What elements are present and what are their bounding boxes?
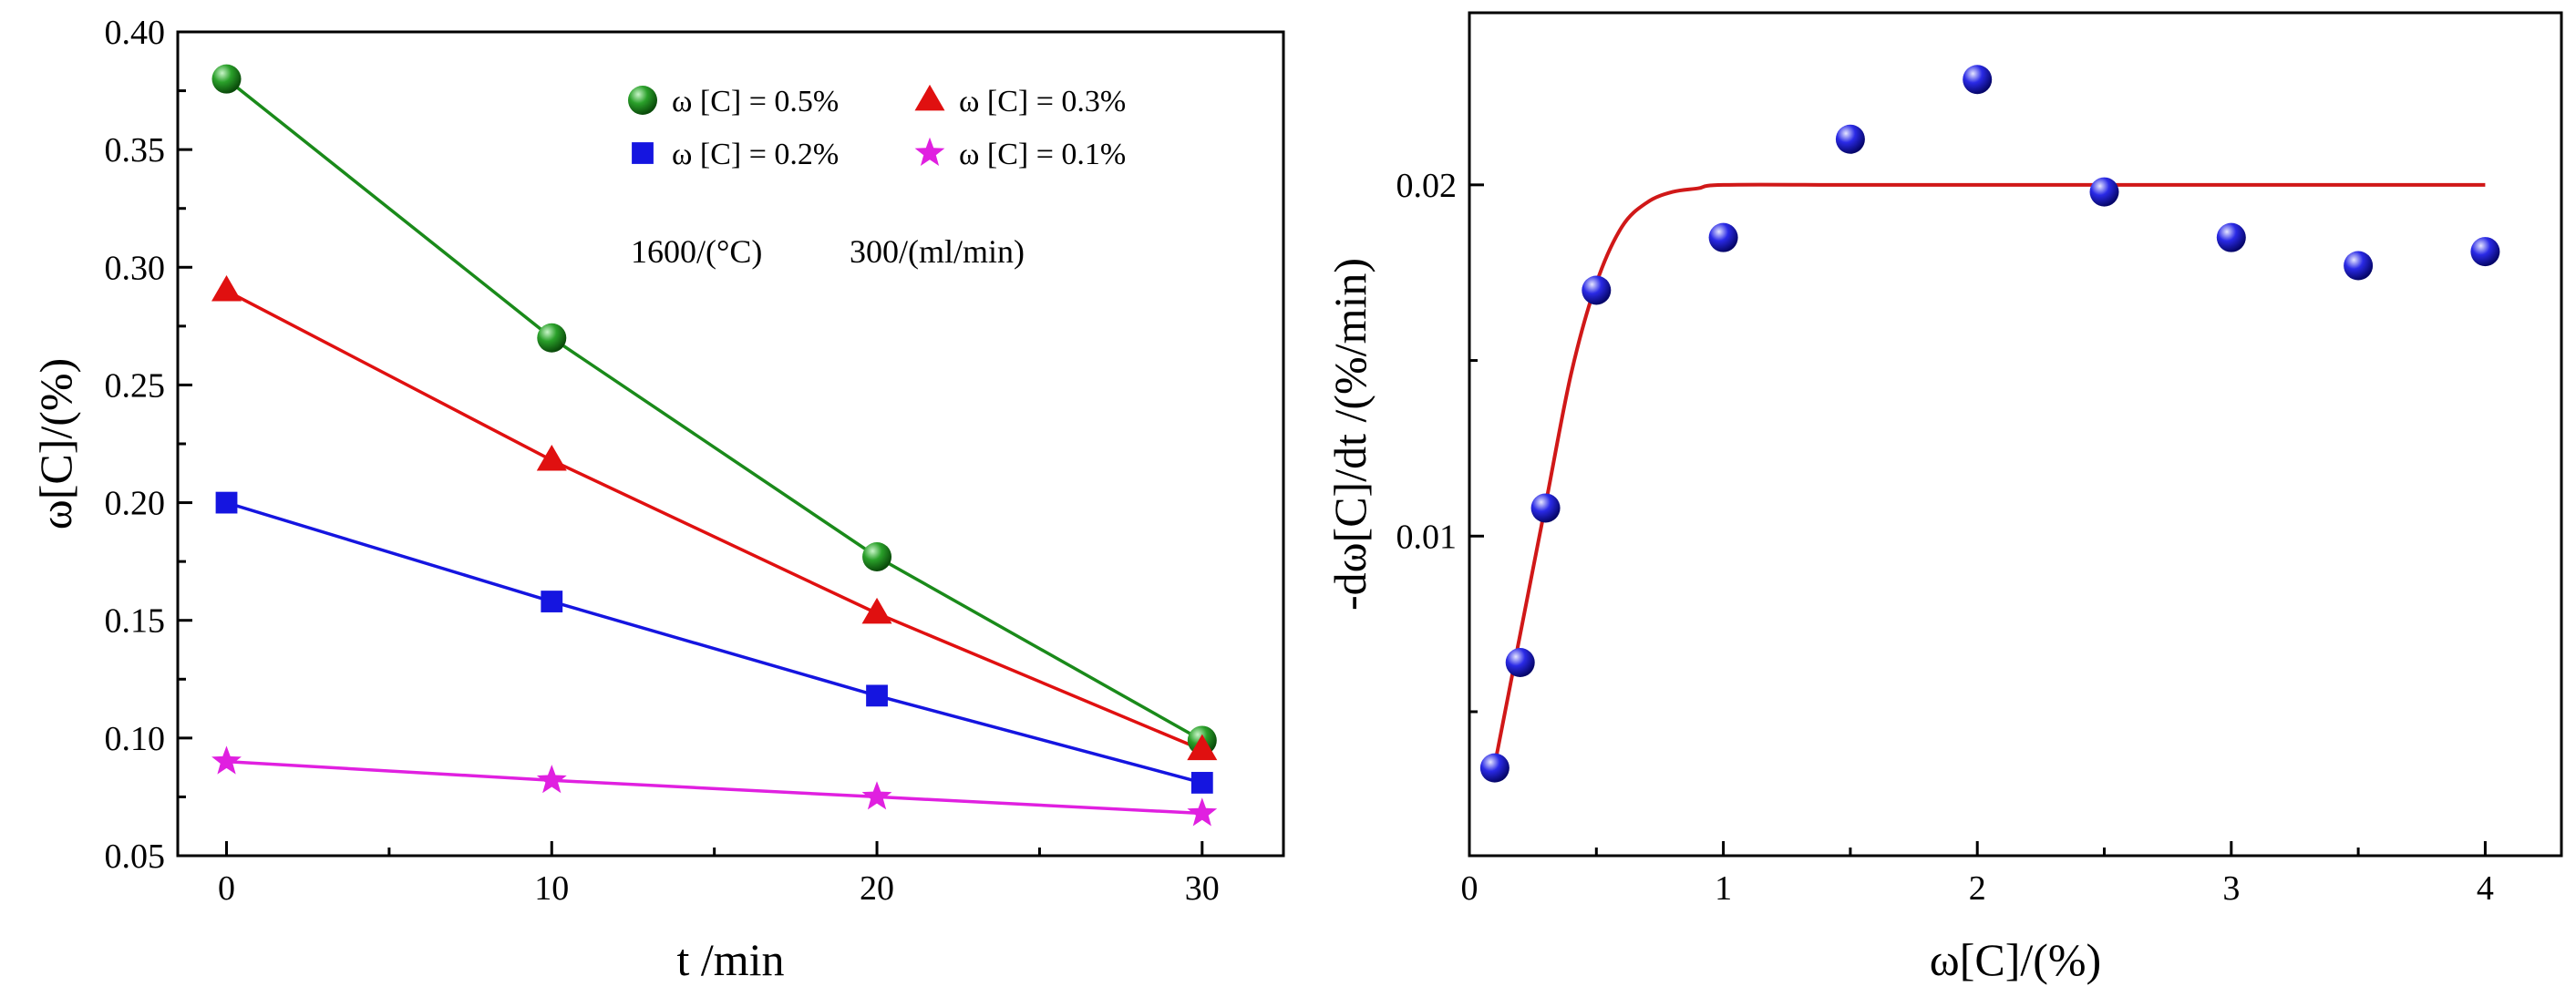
annotation-flow-rate: 300/(ml/min) (850, 233, 1025, 270)
right-data-point (2089, 177, 2119, 207)
left-chart: 0 10 20 30 0.05 0.10 0.15 0.20 0.25 0.30 0.35 0.40 t… (30, 14, 1285, 985)
left-y-tick-label: 0.15 (105, 602, 166, 641)
left-data-point (211, 275, 242, 302)
legend-label: ω [C] = 0.2% (672, 138, 839, 171)
left-data-point (211, 745, 242, 775)
left-data-point (536, 444, 567, 471)
legend-marker (632, 142, 654, 164)
left-x-tick-label: 0 (218, 869, 235, 908)
right-chart: 0 1 2 3 4 0.01 0.02 ω[C]/(%) -dω[C]/dt /(%/min) (1324, 11, 2563, 985)
left-x-axis-title: t /min (676, 934, 784, 985)
right-data-point (2216, 222, 2246, 252)
left-data-point (1190, 772, 1213, 794)
left-x-tick-label: 20 (860, 869, 894, 908)
left-data-point (861, 597, 892, 624)
left-data-point (211, 64, 242, 94)
left-y-tick-label: 0.40 (105, 14, 166, 52)
left-data-point (215, 491, 238, 514)
left-y-tick-label: 0.25 (105, 366, 166, 405)
right-y-tick-label: 0.02 (1396, 167, 1458, 205)
left-series-line (225, 289, 1203, 752)
left-data-point (537, 323, 567, 353)
annotation-temperature: 1600/(°C) (631, 233, 762, 270)
left-y-tick-label: 0.30 (105, 249, 166, 287)
left-data-point (541, 591, 563, 612)
left-data-point (861, 781, 892, 810)
left-data-point (862, 541, 892, 571)
right-data-point (1530, 493, 1561, 523)
legend-label: ω [C] = 0.3% (959, 85, 1126, 118)
fit-curve (1492, 182, 2486, 766)
right-data-point (1479, 753, 1510, 783)
right-x-axis-title: ω[C]/(%) (1930, 934, 2101, 985)
right-data-point (2344, 251, 2374, 281)
left-y-axis-title: ω[C]/(%) (30, 358, 81, 529)
right-x-tick-label: 1 (1715, 869, 1732, 908)
right-data-point (1582, 275, 1612, 305)
left-series-line (225, 500, 1203, 785)
left-series-line (225, 77, 1203, 742)
legend-marker (914, 84, 945, 111)
right-y-tick-label: 0.01 (1396, 518, 1458, 556)
left-y-tick-label: 0.05 (105, 837, 166, 876)
right-x-tick-label: 4 (2477, 869, 2494, 908)
left-x-tick-label: 10 (534, 869, 569, 908)
right-data-point (1963, 65, 1993, 95)
left-y-tick-label: 0.10 (105, 720, 166, 758)
left-y-tick-label: 0.35 (105, 131, 166, 170)
legend-label: ω [C] = 0.5% (672, 85, 839, 118)
right-x-tick-label: 3 (2222, 869, 2240, 908)
left-series-line (226, 759, 1202, 816)
right-data-point (2470, 237, 2500, 267)
legend-label: ω [C] = 0.1% (959, 138, 1126, 171)
left-y-tick-label: 0.20 (105, 485, 166, 523)
right-data-point (1708, 222, 1738, 252)
legend-marker (628, 86, 657, 115)
right-x-tick-label: 0 (1461, 869, 1479, 908)
right-y-axis-title: -dω[C]/dt /(%/min) (1324, 258, 1376, 611)
left-data-point (1187, 734, 1218, 761)
left-data-point (1187, 797, 1218, 827)
left-data-point (866, 684, 888, 707)
right-data-point (1835, 124, 1865, 154)
left-x-tick-label: 30 (1185, 869, 1220, 908)
right-plot-frame (1468, 11, 2563, 858)
left-data-point (536, 765, 567, 794)
legend-marker (914, 137, 945, 166)
right-x-tick-label: 2 (1969, 869, 1986, 908)
right-data-point (1505, 648, 1535, 678)
